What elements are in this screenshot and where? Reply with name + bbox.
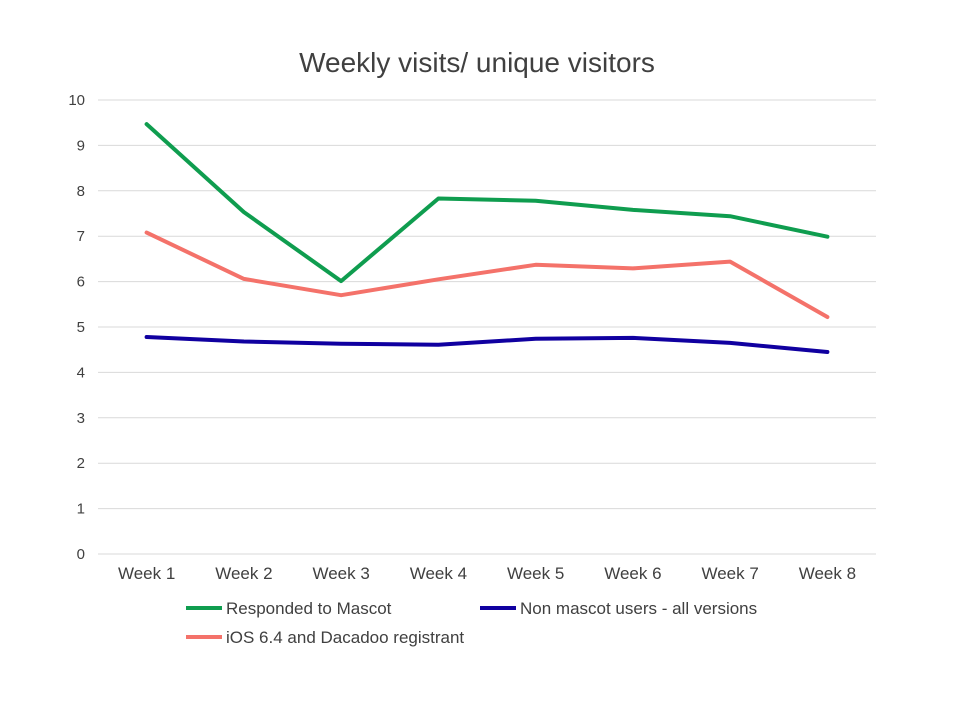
y-axis-ticks: 0 1 2 3 4 5 6 7 8 9 10 bbox=[68, 92, 85, 563]
x-tick-label: Week 4 bbox=[410, 564, 467, 583]
legend-label: iOS 6.4 and Dacadoo registrant bbox=[226, 628, 464, 647]
gridlines bbox=[98, 99, 876, 555]
y-tick-label: 8 bbox=[77, 183, 85, 200]
y-tick-label: 2 bbox=[77, 455, 85, 472]
y-tick-label: 4 bbox=[77, 364, 85, 381]
series-line-0 bbox=[144, 122, 830, 284]
x-tick-label: Week 1 bbox=[118, 564, 175, 583]
x-tick-label: Week 7 bbox=[701, 564, 758, 583]
series-line-2 bbox=[144, 230, 830, 319]
y-tick-label: 7 bbox=[77, 228, 85, 245]
x-tick-label: Week 6 bbox=[604, 564, 661, 583]
series-line-1 bbox=[144, 335, 830, 354]
series-lines bbox=[144, 122, 830, 354]
x-tick-label: Week 3 bbox=[312, 564, 369, 583]
y-tick-label: 6 bbox=[77, 274, 85, 291]
x-tick-label: Week 2 bbox=[215, 564, 272, 583]
x-tick-label: Week 8 bbox=[799, 564, 856, 583]
x-tick-label: Week 5 bbox=[507, 564, 564, 583]
x-axis-ticks: Week 1 Week 2 Week 3 Week 4 Week 5 Week 6 Week… bbox=[118, 564, 856, 583]
legend: Responded to Mascot Non mascot users - al… bbox=[186, 599, 757, 647]
y-tick-label: 3 bbox=[77, 410, 85, 427]
legend-label: Responded to Mascot bbox=[226, 599, 392, 618]
chart-title: Weekly visits/ unique visitors bbox=[299, 47, 655, 78]
y-tick-label: 9 bbox=[77, 137, 85, 154]
y-tick-label: 5 bbox=[77, 319, 85, 336]
y-tick-label: 0 bbox=[77, 546, 85, 563]
y-tick-label: 1 bbox=[77, 501, 85, 518]
y-tick-label: 10 bbox=[68, 92, 85, 109]
legend-label: Non mascot users - all versions bbox=[520, 599, 757, 618]
